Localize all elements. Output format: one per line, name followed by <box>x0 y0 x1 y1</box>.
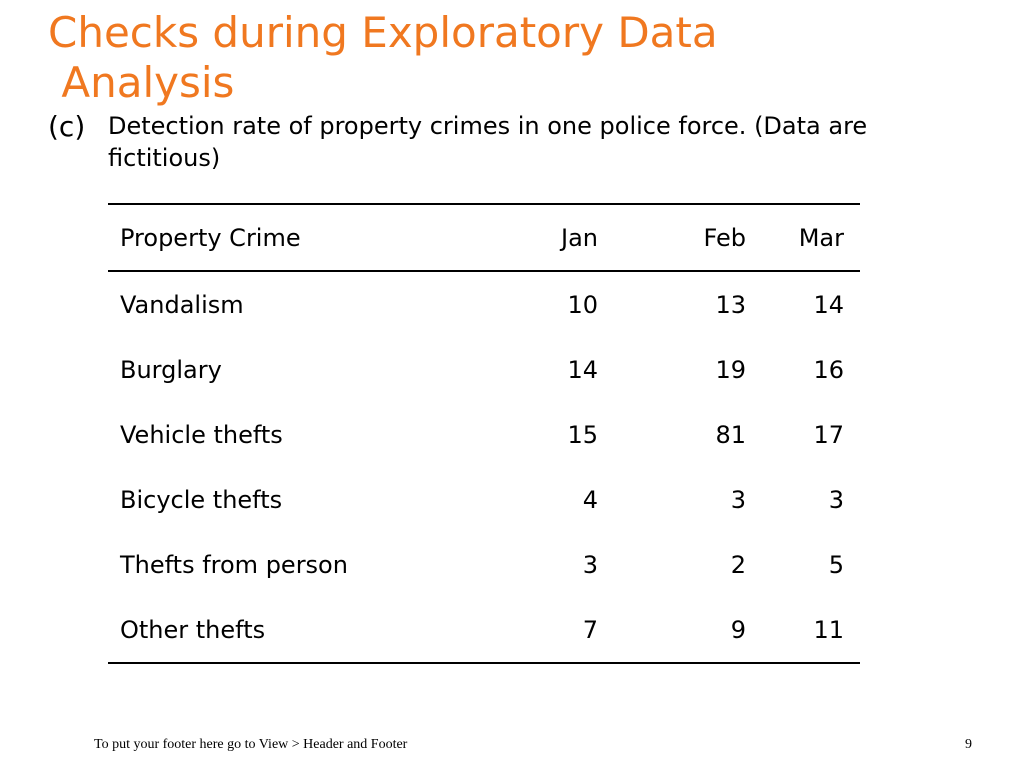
slide-title-line-1: Checks during Exploratory Data <box>48 8 718 57</box>
table-header-row: Property Crime Jan Feb Mar <box>108 204 860 271</box>
cell-mar: 3 <box>828 485 844 514</box>
row-label: Thefts from person <box>120 550 348 579</box>
table-row: Thefts from person 3 2 5 <box>108 532 860 597</box>
cell-jan: 10 <box>567 290 598 319</box>
cell-feb: 81 <box>715 420 746 449</box>
cell-mar: 5 <box>828 550 844 579</box>
cell-mar: 14 <box>813 290 844 319</box>
cell-jan: 3 <box>582 550 598 579</box>
table-row: Vandalism 10 13 14 <box>108 271 860 337</box>
row-label: Other thefts <box>120 615 266 644</box>
cell-feb: 9 <box>730 615 746 644</box>
row-label: Bicycle thefts <box>120 485 283 514</box>
slide-footer: To put your footer here go to View > Hea… <box>94 737 408 752</box>
row-label: Burglary <box>120 355 222 384</box>
subtitle-marker: (c) <box>48 110 86 143</box>
page-number: 9 <box>965 737 972 752</box>
header-property-crime: Property Crime <box>120 223 301 252</box>
slide-title: Checks during Exploratory Data Analysis <box>48 8 948 108</box>
cell-feb: 19 <box>715 355 746 384</box>
cell-feb: 13 <box>715 290 746 319</box>
table-row: Other thefts 7 9 11 <box>108 597 860 663</box>
cell-mar: 11 <box>813 615 844 644</box>
header-jan: Jan <box>561 223 598 252</box>
cell-feb: 3 <box>730 485 746 514</box>
row-label: Vehicle thefts <box>120 420 283 449</box>
header-feb: Feb <box>703 223 747 252</box>
cell-jan: 14 <box>567 355 598 384</box>
header-mar: Mar <box>798 223 844 252</box>
cell-jan: 7 <box>582 615 598 644</box>
cell-feb: 2 <box>730 550 746 579</box>
row-label: Vandalism <box>120 290 244 319</box>
cell-jan: 15 <box>567 420 598 449</box>
table-row: Bicycle thefts 4 3 3 <box>108 467 860 532</box>
cell-jan: 4 <box>582 485 598 514</box>
table-row: Burglary 14 19 16 <box>108 337 860 402</box>
cell-mar: 16 <box>813 355 844 384</box>
cell-mar: 17 <box>813 420 844 449</box>
subtitle-text: Detection rate of property crimes in one… <box>108 112 868 172</box>
table-row: Vehicle thefts 15 81 17 <box>108 402 860 467</box>
slide-subtitle: (c) Detection rate of property crimes in… <box>48 110 978 174</box>
crime-table: Property Crime Jan Feb Mar Vandalism 10 … <box>108 203 860 664</box>
slide-title-line-2: Analysis <box>48 58 235 107</box>
